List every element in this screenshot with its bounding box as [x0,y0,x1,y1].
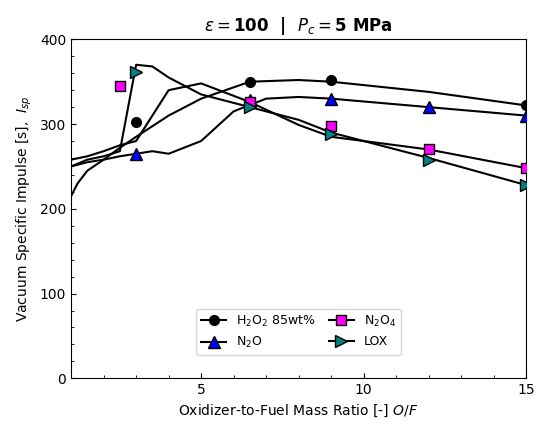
Legend: H$_2$O$_2$ 85wt%, N$_2$O, N$_2$O$_4$, LOX: H$_2$O$_2$ 85wt%, N$_2$O, N$_2$O$_4$, LO… [196,309,401,355]
X-axis label: Oxidizer-to-Fuel Mass Ratio [-] $\mathit{O/F}$: Oxidizer-to-Fuel Mass Ratio [-] $\mathit… [178,403,419,419]
Title: $\epsilon = \mathbf{100}$  |  $\mathit{P}_c = \mathbf{5}$ MPa: $\epsilon = \mathbf{100}$ | $\mathit{P}_… [205,15,393,37]
Y-axis label: Vacuum Specific Impulse [s],  $\mathit{I}_{sp}$: Vacuum Specific Impulse [s], $\mathit{I}… [15,95,34,322]
